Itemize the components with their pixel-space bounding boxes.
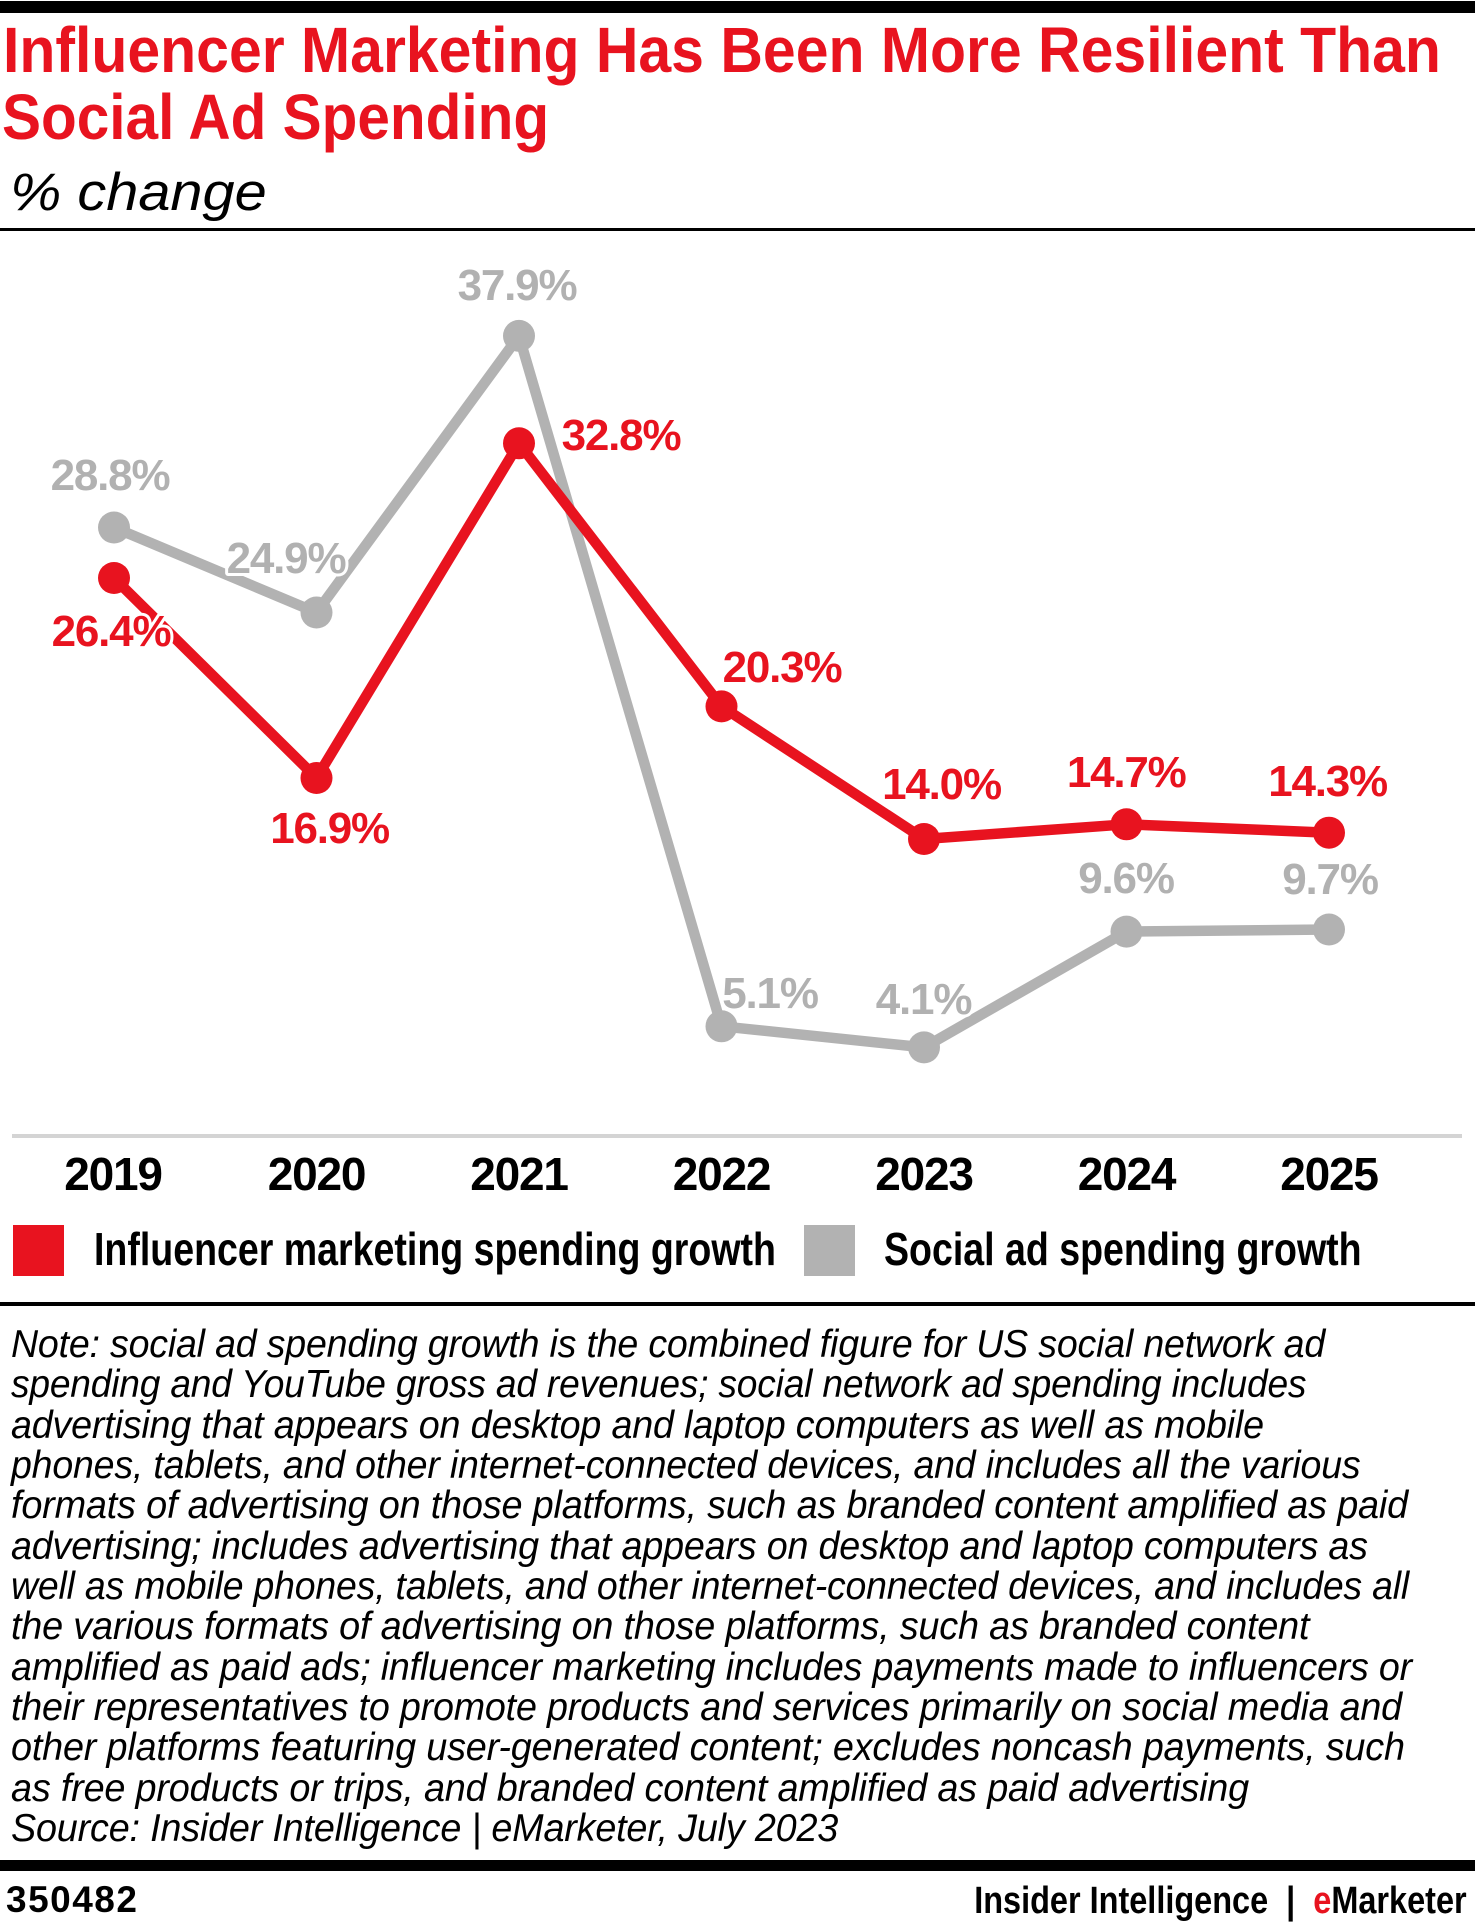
svg-text:2020: 2020 xyxy=(268,1148,366,1200)
svg-text:32.8%: 32.8% xyxy=(562,411,681,460)
svg-text:9.6%: 9.6% xyxy=(1078,854,1174,903)
svg-text:9.7%: 9.7% xyxy=(1282,855,1378,904)
svg-text:24.9%: 24.9% xyxy=(227,534,346,583)
svg-text:14.7%: 14.7% xyxy=(1067,748,1186,797)
svg-text:20.3%: 20.3% xyxy=(723,643,842,692)
svg-text:2025: 2025 xyxy=(1280,1148,1378,1200)
svg-text:28.8%: 28.8% xyxy=(51,451,170,500)
svg-text:5.1%: 5.1% xyxy=(722,969,818,1018)
svg-text:14.3%: 14.3% xyxy=(1268,757,1387,806)
svg-text:2023: 2023 xyxy=(875,1148,973,1200)
svg-text:37.9%: 37.9% xyxy=(458,261,577,310)
svg-text:26.4%: 26.4% xyxy=(52,607,171,656)
svg-text:14.0%: 14.0% xyxy=(882,760,1001,809)
svg-text:4.1%: 4.1% xyxy=(876,975,972,1024)
svg-text:2022: 2022 xyxy=(673,1148,771,1200)
svg-text:2021: 2021 xyxy=(470,1148,568,1200)
svg-text:16.9%: 16.9% xyxy=(270,804,389,853)
svg-text:2024: 2024 xyxy=(1078,1148,1177,1200)
svg-text:2019: 2019 xyxy=(64,1148,162,1200)
